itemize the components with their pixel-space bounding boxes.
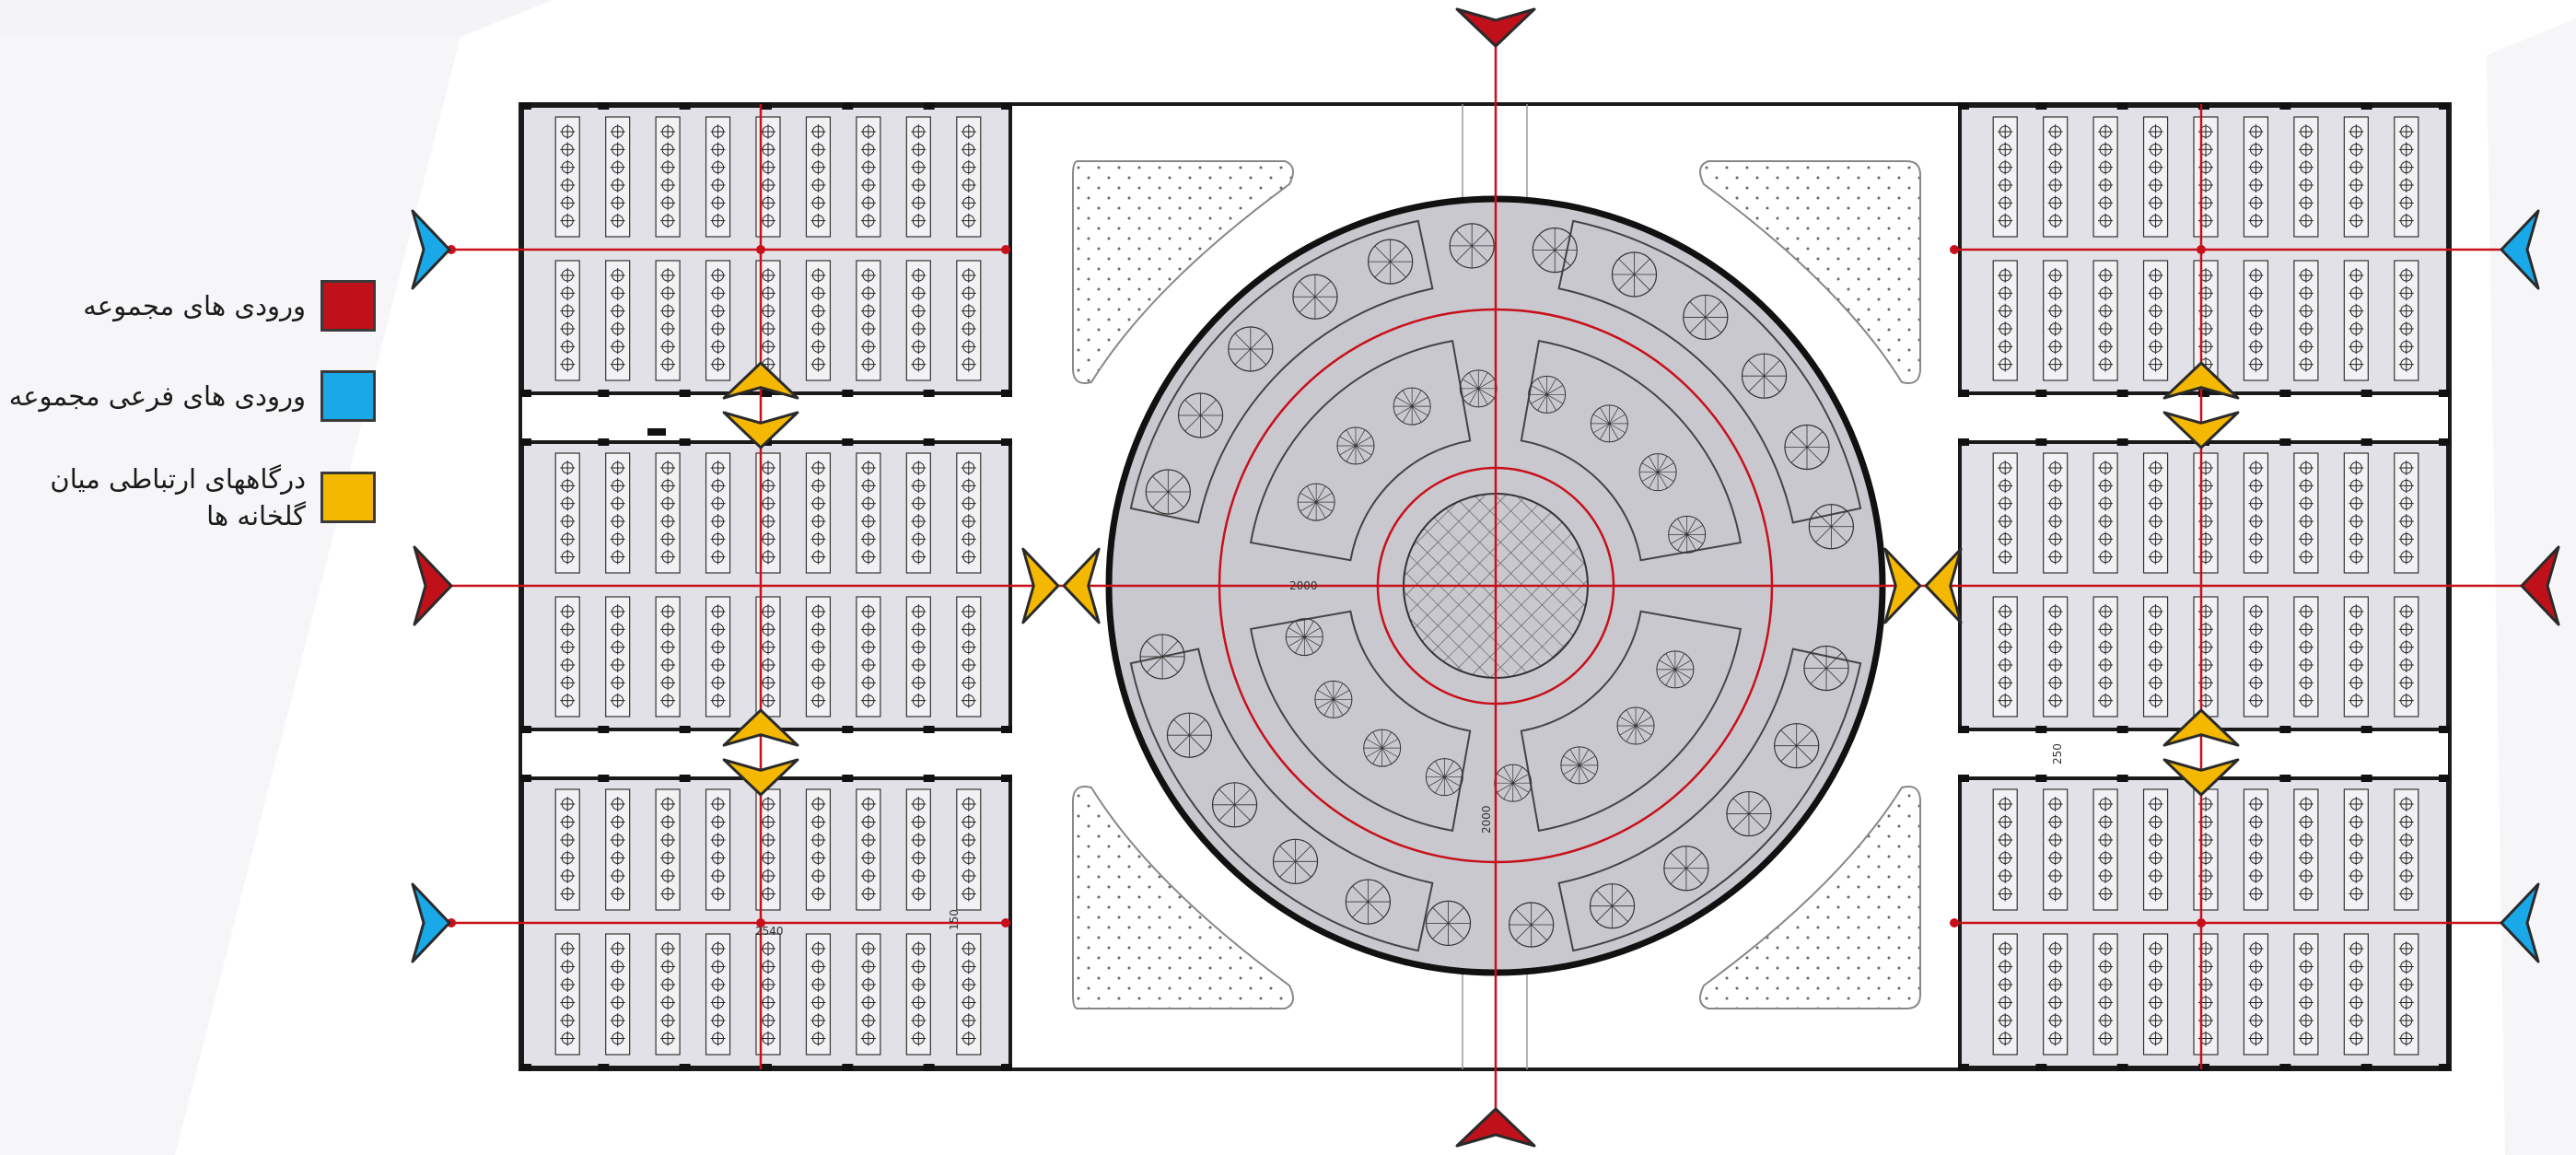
entrance-main-right <box>2520 545 2560 626</box>
entrance-main-top <box>1455 7 1536 48</box>
dim-house-width: 2540 <box>755 925 784 938</box>
legend-item-connecting-gate: درگاههای ارتباطی میان گلخانه ها <box>2 461 376 534</box>
plaza-planting-arcs <box>1129 219 1862 952</box>
entrance-markers <box>411 7 2560 1148</box>
dim-house-depth: 150 <box>948 909 961 930</box>
backdrop-shape-top <box>0 0 553 37</box>
gate-pair-3-a <box>2162 708 2240 747</box>
gate-pair-0-a <box>722 361 799 400</box>
legend-swatch-blue <box>321 370 376 422</box>
legend: ورودی های مجموعه ورودی های فرعی مجموعه د… <box>0 267 387 580</box>
dim-center-span: 2000 <box>1289 579 1318 592</box>
gate-pair-0-b <box>722 411 799 449</box>
gate-pair-3-b <box>2162 758 2240 797</box>
legend-label-secondary-entrance: ورودی های فرعی مجموعه <box>8 380 306 412</box>
gate-plaza-left-a <box>1021 547 1060 624</box>
legend-item-main-entrance: ورودی های مجموعه <box>2 280 376 332</box>
marker-block <box>647 428 666 436</box>
entrance-main-left <box>413 545 453 626</box>
legend-item-secondary-entrance: ورودی های فرعی مجموعه <box>2 370 376 422</box>
gate-pair-2-b <box>2162 411 2240 449</box>
legend-label-main-entrance: ورودی های مجموعه <box>83 290 306 321</box>
lawn-bottom-right <box>1699 786 1921 1009</box>
entrance-secondary-left-top <box>411 209 451 290</box>
circulation-axes <box>433 28 2542 1128</box>
dim-center-vertical: 2000 <box>1480 805 1493 834</box>
lawn-top-left <box>1072 160 1294 384</box>
entrance-secondary-left-bottom <box>411 882 451 963</box>
legend-label-connecting-gate: درگاههای ارتباطی میان گلخانه ها <box>50 463 306 531</box>
lawn-bottom-left <box>1072 786 1294 1009</box>
entrance-secondary-right-bottom <box>2500 882 2540 963</box>
legend-swatch-red <box>321 280 376 332</box>
entrance-secondary-right-top <box>2500 209 2540 290</box>
gate-pair-1-a <box>722 708 799 747</box>
greenhouses <box>520 102 2450 1071</box>
dotted-lawns <box>1072 160 1921 1009</box>
gate-pair-1-b <box>722 758 799 797</box>
entrance-main-bottom <box>1455 1107 1536 1148</box>
gate-pair-2-a <box>2162 361 2240 400</box>
dimension-labels: 2000 2000 2540 150 250 200 <box>755 372 2213 938</box>
gate-plaza-right-a <box>1883 547 1922 624</box>
gate-plaza-left-b <box>1062 547 1101 624</box>
plaza-trees <box>1139 223 1854 948</box>
legend-swatch-yellow <box>321 472 376 523</box>
lawn-top-right <box>1699 160 1921 384</box>
gate-plaza-right-b <box>1924 547 1963 624</box>
dim-gap-right: 250 <box>2051 743 2064 764</box>
